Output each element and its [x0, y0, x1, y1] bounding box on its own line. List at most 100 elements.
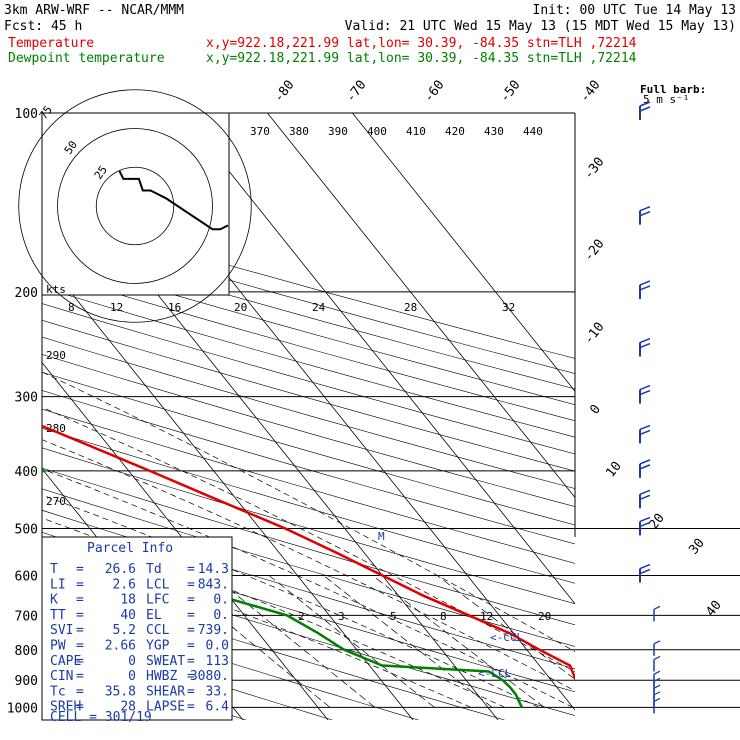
- hodograph-units-label: kts: [46, 283, 66, 296]
- temperature-tick-label: -50: [497, 78, 523, 106]
- hodograph-ring-label: 25: [92, 163, 110, 181]
- temperature-tick-label: -70: [343, 78, 369, 106]
- hodograph-ring: [18, 89, 252, 323]
- parcel-label: SVI: [50, 623, 73, 638]
- parcel-label: PW: [50, 639, 66, 654]
- wind-barb-flag: [639, 384, 651, 391]
- mixing-ratio-line: [323, 575, 493, 708]
- parcel-equals: =: [76, 593, 84, 608]
- marker-ccl: <-CCL: [490, 631, 523, 644]
- parcel-equals: =: [187, 577, 195, 592]
- parcel-label: Tc: [50, 684, 66, 699]
- wind-barb-flag: [639, 342, 651, 349]
- wind-barb-flag: [639, 280, 651, 286]
- parcel-equals: =: [76, 654, 84, 669]
- mixing-ratio-label: 32: [502, 301, 515, 314]
- parcel-equals: =: [76, 577, 84, 592]
- legend-temperature-label: Temperature: [8, 36, 94, 51]
- theta-label: 380: [289, 125, 309, 138]
- parcel-value: 2.6: [113, 577, 136, 592]
- pressure-label: 400: [15, 465, 38, 480]
- mixing-ratio-line: [212, 575, 376, 708]
- parcel-label: LFC: [146, 593, 169, 608]
- mixing-ratio-label: 3: [338, 610, 345, 623]
- parcel-value: 739.: [198, 623, 229, 638]
- parcel-value: 5.2: [113, 623, 136, 638]
- wind-barb-flag: [653, 655, 661, 660]
- hodograph-ring-label: 50: [62, 138, 80, 156]
- wind-barb-flag: [639, 521, 651, 528]
- parcel-label: SREH: [50, 700, 81, 715]
- theta-label: 270: [46, 495, 66, 508]
- pressure-label: 800: [15, 644, 38, 659]
- parcel-equals: =: [187, 669, 195, 684]
- temperature-tick-label: -20: [581, 237, 607, 265]
- parcel-label: HWBZ: [146, 669, 177, 684]
- parcel-value: 113: [206, 654, 229, 669]
- wind-barb-flag: [639, 106, 651, 112]
- model-title: 3km ARW-WRF -- NCAR/MMM: [4, 3, 184, 18]
- forecast-hour: Fcst: 45 h: [4, 19, 82, 34]
- pressure-label: 900: [15, 674, 38, 689]
- parcel-equals: =: [187, 593, 195, 608]
- parcel-equals: =: [187, 639, 195, 654]
- dry-adiabat-line: [42, 287, 575, 438]
- parcel-label: Td: [146, 562, 162, 577]
- parcel-equals: =: [76, 562, 84, 577]
- mixing-ratio-line: [268, 575, 435, 708]
- parcel-value: 40: [120, 608, 136, 623]
- wind-barb-flag: [653, 684, 661, 689]
- parcel-value: 18: [120, 593, 136, 608]
- wind-barb-flag: [639, 205, 651, 212]
- parcel-equals: =: [76, 669, 84, 684]
- parcel-value: 0.: [213, 593, 229, 608]
- marker-lcl: <-LCL: [478, 667, 511, 680]
- parcel-value: 6.4: [206, 700, 230, 715]
- mixing-ratio-label: 16: [168, 301, 181, 314]
- dry-adiabat-line: [42, 602, 419, 720]
- parcel-equals: =: [187, 684, 195, 699]
- parcel-value: 3080.: [190, 669, 229, 684]
- parcel-value: 843.: [198, 577, 229, 592]
- parcel-label: LCL: [146, 577, 170, 592]
- temperature-tick-label: 10: [603, 459, 624, 481]
- temperature-tick-label: -60: [421, 78, 447, 106]
- hodograph-frame: [41, 112, 230, 296]
- parcel-equals: =: [187, 562, 195, 577]
- mixing-ratio-label: 24: [312, 301, 326, 314]
- isotherm-line: [42, 255, 414, 720]
- legend-dewpoint-info: x,y=922.18,221.99 lat,lon= 30.39, -84.35…: [206, 51, 637, 66]
- temperature-tick-label: 30: [686, 536, 707, 558]
- wind-barb-flag: [639, 516, 651, 523]
- init-time: Init: 00 UTC Tue 14 May 13: [533, 3, 737, 18]
- wind-barb-flag: [653, 605, 661, 610]
- isotherm-line: [267, 113, 575, 499]
- parcel-label: LI: [50, 577, 66, 592]
- dry-adiabat-line: [42, 427, 575, 584]
- mixing-ratio-line: [372, 575, 545, 708]
- wind-barb-flag: [639, 429, 651, 436]
- pressure-label: 600: [15, 570, 38, 585]
- parcel-equals: =: [187, 608, 195, 623]
- parcel-equals: =: [76, 608, 84, 623]
- isotherm-line: [42, 361, 329, 720]
- wind-barb-flag: [639, 464, 651, 470]
- dry-adiabat-line: [42, 336, 575, 489]
- wind-barb-flag: [653, 691, 661, 696]
- theta-label: 280: [46, 422, 66, 435]
- pressure-label: 500: [15, 522, 38, 537]
- dry-adiabat-line: [42, 240, 575, 390]
- wind-barb-flag: [639, 459, 651, 465]
- parcel-label: SHEAR: [146, 684, 185, 699]
- parcel-equals: =: [187, 623, 195, 638]
- parcel-value: 0.0: [206, 639, 229, 654]
- wind-barb-flag: [639, 285, 651, 291]
- legend-dewpoint-label: Dewpoint temperature: [8, 51, 165, 66]
- parcel-equals: =: [187, 654, 195, 669]
- theta-label: 390: [328, 125, 348, 138]
- parcel-label: K: [50, 593, 58, 608]
- parcel-info-box: Parcel Info T = 26.6 Td = 14.3LI = 2.6 LCL = 843.K…: [41, 536, 233, 725]
- wind-barb-flag: [639, 494, 651, 500]
- parcel-value: 35.8: [105, 684, 136, 699]
